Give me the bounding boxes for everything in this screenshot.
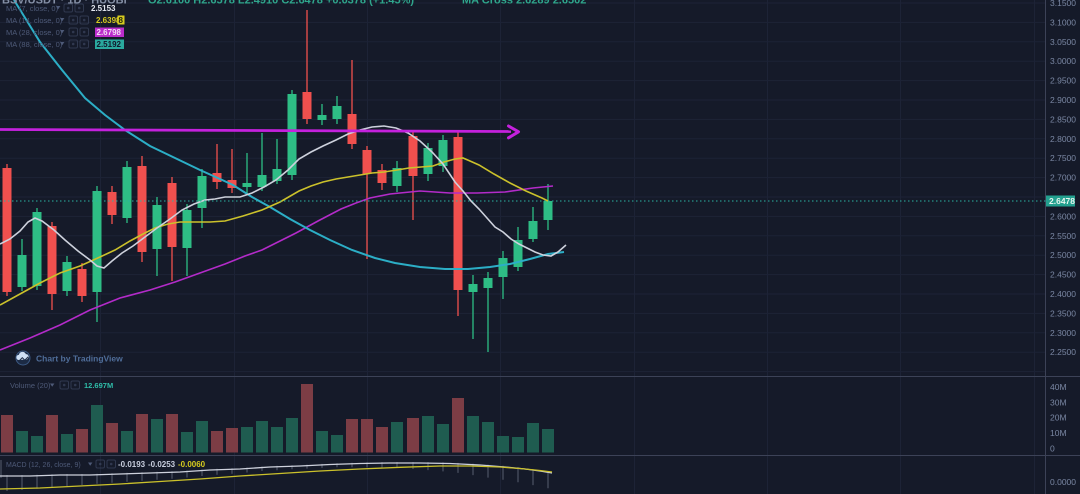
svg-text:3.1500: 3.1500 [1050,0,1076,8]
svg-text:-0.0060: -0.0060 [178,460,206,469]
svg-text:8: 8 [119,16,124,25]
svg-text:20M: 20M [1050,413,1067,423]
svg-text:2.6798: 2.6798 [97,28,122,37]
svg-text:10M: 10M [1050,428,1067,438]
svg-text:MA (14, close, 0): MA (14, close, 0) [6,16,63,25]
svg-text:3.0000: 3.0000 [1050,56,1076,66]
svg-text:Volume (20): Volume (20) [10,381,51,390]
svg-text:MA (88, close, 0): MA (88, close, 0) [6,40,63,49]
svg-text:O2.6100 H2.6578 L2.4910 C2.: O2.6100 H2.6578 L2.4910 C2.6478 +0.0378 … [148,0,414,7]
svg-text:BSV/USDT · 1D · HUOBI: BSV/USDT · 1D · HUOBI [2,0,127,7]
svg-text:0.0000: 0.0000 [1050,477,1076,487]
svg-text:30M: 30M [1050,397,1067,407]
svg-text:-0.0253: -0.0253 [148,460,176,469]
svg-text:3.0500: 3.0500 [1050,37,1076,47]
svg-text:2.6478: 2.6478 [1049,196,1075,206]
svg-text:2.9500: 2.9500 [1050,76,1076,86]
svg-text:2.4500: 2.4500 [1050,270,1076,280]
svg-text:2.8500: 2.8500 [1050,114,1076,124]
svg-text:2.8000: 2.8000 [1050,134,1076,144]
svg-text:2.9000: 2.9000 [1050,95,1076,105]
svg-text:MA (28, close, 0): MA (28, close, 0) [6,28,63,37]
svg-text:2.5153: 2.5153 [91,4,116,13]
svg-text:Chart by TradingView: Chart by TradingView [36,354,123,364]
svg-text:40M: 40M [1050,382,1067,392]
svg-text:-0.0193: -0.0193 [118,460,146,469]
svg-text:MACD (12, 26, close, 9): MACD (12, 26, close, 9) [6,462,81,469]
svg-text:2.7500: 2.7500 [1050,153,1076,163]
svg-text:12.697M: 12.697M [84,381,113,390]
svg-text:2.5192: 2.5192 [97,40,122,49]
svg-text:2.5500: 2.5500 [1050,231,1076,241]
svg-text:2.6000: 2.6000 [1050,211,1076,221]
svg-text:2.6398: 2.6398 [96,16,121,25]
svg-text:0: 0 [1050,443,1055,453]
svg-text:2.5000: 2.5000 [1050,250,1076,260]
svg-text:2.2500: 2.2500 [1050,347,1076,357]
svg-text:3.1000: 3.1000 [1050,17,1076,27]
svg-text:2.3000: 2.3000 [1050,328,1076,338]
svg-text:2.4000: 2.4000 [1050,289,1076,299]
svg-text:2.3500: 2.3500 [1050,308,1076,318]
svg-text:MA Cross 2.6289 2.6502: MA Cross 2.6289 2.6502 [462,0,586,7]
svg-text:MA (7, close, 0): MA (7, close, 0) [6,4,59,13]
svg-text:2.7000: 2.7000 [1050,173,1076,183]
